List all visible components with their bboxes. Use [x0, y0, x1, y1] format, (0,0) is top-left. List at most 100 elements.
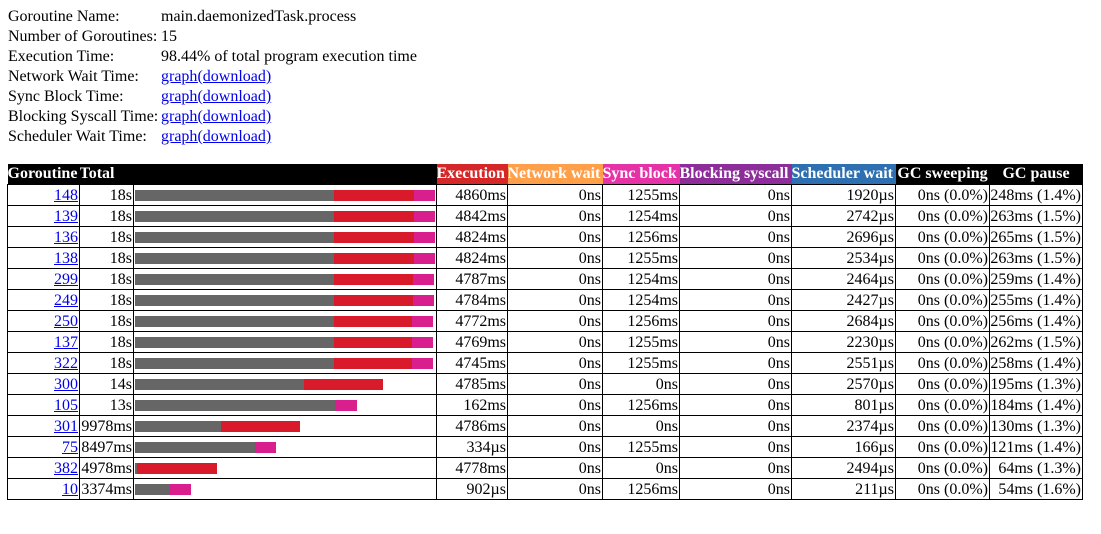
time-bar-cell [133, 184, 437, 206]
execution-cell: 4787ms [436, 268, 508, 290]
gc-pause-cell: 265ms (1.5%) [989, 226, 1083, 248]
total-cell: 18s [79, 310, 134, 332]
gc-pause-cell: 64ms (1.3%) [989, 457, 1083, 479]
header-bar [133, 164, 437, 185]
header-blocking-syscall[interactable]: Blocking syscall [679, 164, 792, 185]
network-wait-cell: 0ns [507, 373, 603, 395]
bar-segment-execution [333, 274, 414, 285]
gc-sweeping-cell: 0ns (0.0%) [895, 478, 990, 500]
network-wait-cell: 0ns [507, 478, 603, 500]
scheduler-wait-cell: 2464µs [791, 268, 896, 290]
network-wait-cell: 0ns [507, 268, 603, 290]
gc-pause-cell: 256ms (1.4%) [989, 310, 1083, 332]
bar-segment-sync [412, 337, 433, 348]
bar-segment-sync [413, 274, 435, 285]
header-execution[interactable]: Execution [436, 164, 508, 185]
bar-segment-other [135, 442, 255, 453]
table-row: 75 8497ms 334µs 0ns 1255ms 0ns 166µs 0ns (0.0%)… [7, 436, 1083, 458]
goroutine-id-cell: 75 [7, 436, 80, 458]
summary-row: Goroutine Name: main.daemonizedTask.proce… [8, 7, 417, 27]
gc-sweeping-cell: 0ns (0.0%) [895, 205, 990, 227]
sync-block-cell: 0ns [602, 415, 680, 437]
goroutine-link[interactable]: 301 [54, 417, 78, 435]
time-bar-cell [133, 247, 437, 269]
header-goroutine[interactable]: Goroutine [7, 164, 80, 185]
goroutine-link[interactable]: 10 [62, 480, 78, 498]
summary-label: Sync Block Time: [8, 88, 124, 105]
gc-pause-cell: 130ms (1.3%) [989, 415, 1083, 437]
bar-segment-sync [414, 253, 435, 264]
header-network-wait[interactable]: Network wait [507, 164, 603, 185]
sync-block-cell: 1255ms [602, 436, 680, 458]
bar-segment-sync [411, 358, 433, 369]
graph-link[interactable]: graph [161, 128, 198, 145]
summary-value: graph(download) [161, 107, 417, 127]
time-bar-cell [133, 373, 437, 395]
graph-link[interactable]: graph [161, 68, 198, 85]
time-bar [135, 211, 436, 222]
gc-sweeping-cell: 0ns (0.0%) [895, 331, 990, 353]
download-link[interactable]: (download) [197, 88, 272, 105]
table-row: 249 18s 4784ms 0ns 1254ms 0ns 2427µs 0ns (0.0%)… [7, 289, 1083, 311]
goroutine-link[interactable]: 138 [54, 249, 78, 267]
download-link[interactable]: (download) [197, 108, 272, 125]
network-wait-cell: 0ns [507, 457, 603, 479]
summary-value: graph(download) [161, 127, 417, 147]
goroutine-link[interactable]: 322 [54, 354, 78, 372]
time-bar-cell [133, 268, 437, 290]
header-scheduler-wait[interactable]: Scheduler wait [791, 164, 896, 185]
graph-link[interactable]: graph [161, 88, 198, 105]
summary-value: 15 [161, 28, 177, 45]
bar-segment-other [135, 316, 334, 327]
execution-cell: 4824ms [436, 247, 508, 269]
time-bar [135, 442, 436, 453]
time-bar [135, 463, 436, 474]
goroutine-link[interactable]: 300 [54, 375, 78, 393]
goroutine-id-cell: 382 [7, 457, 80, 479]
bar-segment-other [135, 337, 334, 348]
goroutine-link[interactable]: 139 [54, 207, 78, 225]
time-bar [135, 337, 436, 348]
gc-sweeping-cell: 0ns (0.0%) [895, 310, 990, 332]
gc-sweeping-cell: 0ns (0.0%) [895, 247, 990, 269]
time-bar-cell [133, 331, 437, 353]
bar-segment-sync [335, 400, 357, 411]
goroutine-link[interactable]: 75 [62, 438, 78, 456]
total-cell: 18s [79, 205, 134, 227]
goroutine-id-cell: 136 [7, 226, 80, 248]
bar-segment-execution [334, 211, 415, 222]
time-bar-cell [133, 436, 437, 458]
graph-link[interactable]: graph [161, 108, 198, 125]
time-bar [135, 232, 436, 243]
goroutine-link[interactable]: 105 [54, 396, 78, 414]
goroutine-id-cell: 10 [7, 478, 80, 500]
total-cell: 8497ms [79, 436, 134, 458]
bar-segment-execution [333, 295, 414, 306]
total-cell: 18s [79, 289, 134, 311]
goroutine-link[interactable]: 249 [54, 291, 78, 309]
header-total[interactable]: Total [79, 164, 134, 185]
scheduler-wait-cell: 2494µs [791, 457, 896, 479]
gc-sweeping-cell: 0ns (0.0%) [895, 226, 990, 248]
table-row: 137 18s 4769ms 0ns 1255ms 0ns 2230µs 0ns (0.0%)… [7, 331, 1083, 353]
goroutine-link[interactable]: 137 [54, 333, 78, 351]
network-wait-cell: 0ns [507, 352, 603, 374]
goroutine-link[interactable]: 382 [54, 459, 78, 477]
summary-row: Number of Goroutines: 15 [8, 27, 417, 47]
gc-sweeping-cell: 0ns (0.0%) [895, 184, 990, 206]
header-sync-block[interactable]: Sync block [602, 164, 680, 185]
goroutine-id-cell: 139 [7, 205, 80, 227]
header-gc-pause[interactable]: GC pause [989, 164, 1083, 185]
goroutine-link[interactable]: 148 [54, 186, 78, 204]
summary-row: Execution Time: 98.44% of total program e… [8, 47, 417, 67]
header-gc-sweeping[interactable]: GC sweeping [895, 164, 990, 185]
goroutine-link[interactable]: 136 [54, 228, 78, 246]
gc-sweeping-cell: 0ns (0.0%) [895, 373, 990, 395]
bar-segment-other [135, 253, 335, 264]
blocking-syscall-cell: 0ns [679, 268, 792, 290]
download-link[interactable]: (download) [197, 68, 272, 85]
goroutine-link[interactable]: 250 [54, 312, 78, 330]
summary-label: Network Wait Time: [8, 68, 139, 85]
download-link[interactable]: (download) [197, 128, 272, 145]
goroutine-link[interactable]: 299 [54, 270, 78, 288]
